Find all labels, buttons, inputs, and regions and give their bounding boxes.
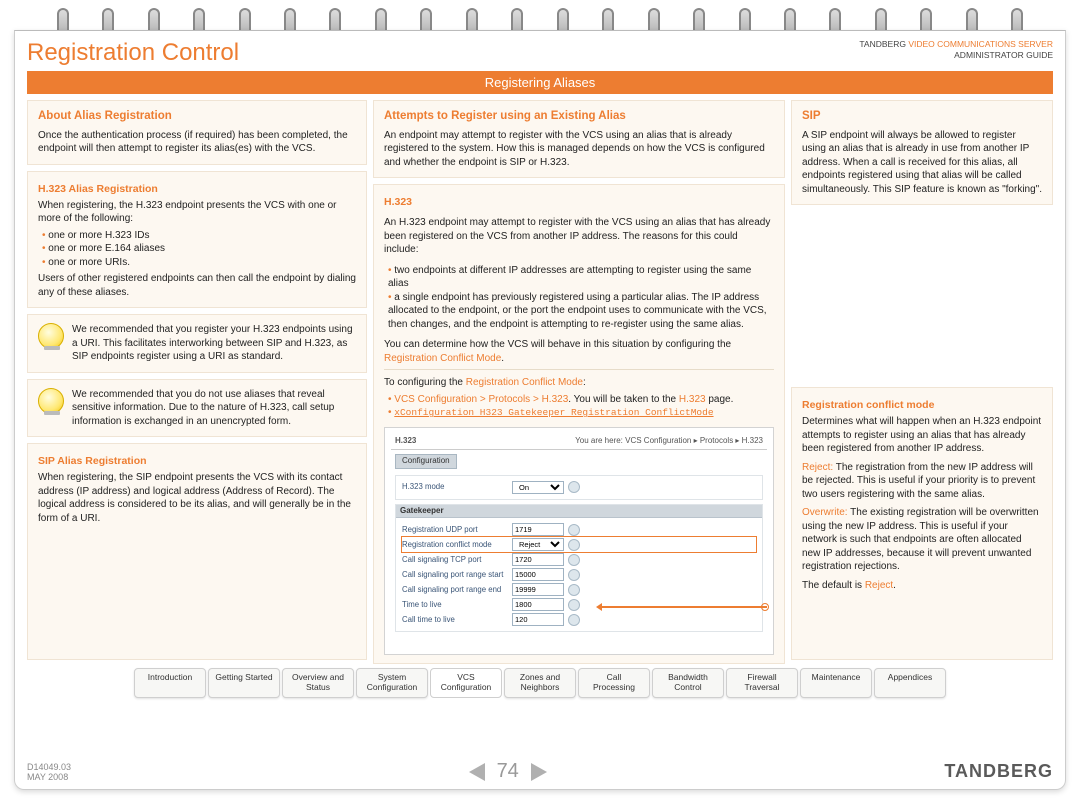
conflict-reject-text: Reject: The registration from the new IP… bbox=[802, 461, 1042, 502]
nav-tab-bandwidth-control[interactable]: BandwidthControl bbox=[652, 668, 724, 698]
nav-tab-call-processing[interactable]: CallProcessing bbox=[578, 668, 650, 698]
list-item: two endpoints at different IP addresses … bbox=[388, 264, 774, 291]
sip-panel: SIP A SIP endpoint will always be allowe… bbox=[791, 100, 1053, 205]
tip-text: We recommended that you register your H.… bbox=[72, 323, 356, 364]
h323-detail-panel: H.323 An H.323 endpoint may attempt to r… bbox=[373, 184, 785, 664]
nav-tab-firewall-traversal[interactable]: FirewallTraversal bbox=[726, 668, 798, 698]
breadcrumb: You are here: VCS Configuration ▸ Protoc… bbox=[575, 436, 763, 447]
conflict-mode-title: Registration conflict mode bbox=[802, 398, 1042, 412]
list-item: one or more E.164 aliases bbox=[42, 242, 356, 256]
conflict-mode-panel: Registration conflict mode Determines wh… bbox=[791, 387, 1053, 660]
sig-tcp-input[interactable] bbox=[512, 553, 564, 566]
gatekeeper-group-title: Gatekeeper bbox=[396, 505, 762, 519]
conflict-mode-select[interactable]: Reject bbox=[512, 538, 564, 551]
attempts-title: Attempts to Register using an Existing A… bbox=[384, 109, 774, 125]
sip-alias-body: When registering, the SIP endpoint prese… bbox=[38, 471, 356, 525]
h323-intro-text: When registering, the H.323 endpoint pre… bbox=[38, 199, 356, 226]
h323-outro-text: Users of other registered endpoints can … bbox=[38, 272, 356, 299]
nav-tabs: IntroductionGetting StartedOverview andS… bbox=[27, 668, 1053, 698]
page-number: 74 bbox=[497, 760, 519, 783]
h323-alias-panel: H.323 Alias Registration When registerin… bbox=[27, 171, 367, 309]
range-start-label: Call signaling port range start bbox=[402, 570, 512, 581]
list-item: one or more URIs. bbox=[42, 256, 356, 270]
conflict-default-text: The default is Reject. bbox=[802, 579, 1042, 593]
nav-tab-getting-started[interactable]: Getting Started bbox=[208, 668, 280, 698]
nav-tab-zones-and-neighbors[interactable]: Zones andNeighbors bbox=[504, 668, 576, 698]
conflict-mode-label: Registration conflict mode bbox=[402, 540, 512, 551]
nav-tab-introduction[interactable]: Introduction bbox=[134, 668, 206, 698]
info-icon[interactable] bbox=[568, 599, 580, 611]
sig-tcp-label: Call signaling TCP port bbox=[402, 555, 512, 566]
nav-tab-maintenance[interactable]: Maintenance bbox=[800, 668, 872, 698]
about-alias-panel: About Alias Registration Once the authen… bbox=[27, 100, 367, 165]
range-end-input[interactable] bbox=[512, 583, 564, 596]
conflict-intro: Determines what will happen when an H.32… bbox=[802, 415, 1042, 456]
info-icon[interactable] bbox=[568, 539, 580, 551]
ttl-label: Time to live bbox=[402, 600, 512, 611]
sip-alias-title: SIP Alias Registration bbox=[38, 454, 356, 468]
h323-detail-title: H.323 bbox=[384, 195, 774, 209]
attempts-panel: Attempts to Register using an Existing A… bbox=[373, 100, 785, 178]
h323-mode-label: H.323 mode bbox=[402, 482, 512, 493]
reg-udp-input[interactable] bbox=[512, 523, 564, 536]
sip-body: A SIP endpoint will always be allowed to… bbox=[802, 129, 1042, 197]
info-icon[interactable] bbox=[568, 569, 580, 581]
tip-alias-security: We recommended that you do not use alias… bbox=[27, 379, 367, 438]
h323-outro-config: You can determine how the VCS will behav… bbox=[384, 338, 774, 365]
section-bar: Registering Aliases bbox=[27, 71, 1053, 94]
tab-configuration[interactable]: Configuration bbox=[395, 454, 457, 469]
page-title: Registration Control bbox=[27, 39, 239, 67]
h323-detail-intro: An H.323 endpoint may attempt to registe… bbox=[384, 216, 774, 257]
sip-alias-panel: SIP Alias Registration When registering,… bbox=[27, 443, 367, 660]
range-end-label: Call signaling port range end bbox=[402, 585, 512, 596]
info-icon[interactable] bbox=[568, 524, 580, 536]
h323-reasons-list: two endpoints at different IP addresses … bbox=[384, 264, 774, 332]
nav-tab-system-configuration[interactable]: SystemConfiguration bbox=[356, 668, 428, 698]
nav-tab-appendices[interactable]: Appendices bbox=[874, 668, 946, 698]
attempts-body: An endpoint may attempt to register with… bbox=[384, 129, 774, 170]
list-item: a single endpoint has previously registe… bbox=[388, 291, 774, 332]
screenshot-title: H.323 bbox=[395, 436, 416, 447]
config-lead-text: To configuring the Registration Conflict… bbox=[384, 376, 774, 390]
sip-title: SIP bbox=[802, 109, 1042, 125]
tip-uri-registration: We recommended that you register your H.… bbox=[27, 314, 367, 373]
nav-tab-vcs-configuration[interactable]: VCSConfiguration bbox=[430, 668, 502, 698]
config-screenshot: H.323 You are here: VCS Configuration ▸ … bbox=[384, 427, 774, 655]
conflict-overwrite-text: Overwrite: The existing registration wil… bbox=[802, 506, 1042, 574]
next-page-button[interactable] bbox=[531, 763, 547, 781]
prev-page-button[interactable] bbox=[469, 763, 485, 781]
h323-mode-select[interactable]: On bbox=[512, 481, 564, 494]
brand-block: TANDBERG VIDEO COMMUNICATIONS SERVER ADM… bbox=[859, 39, 1053, 61]
callout-arrow-icon bbox=[601, 606, 767, 608]
info-icon[interactable] bbox=[568, 481, 580, 493]
tip-text: We recommended that you do not use alias… bbox=[72, 388, 356, 429]
h323-list: one or more H.323 IDs one or more E.164 … bbox=[38, 229, 356, 270]
nav-tab-overview-and-status[interactable]: Overview andStatus bbox=[282, 668, 354, 698]
tandberg-logo: TANDBERG bbox=[944, 761, 1053, 782]
range-start-input[interactable] bbox=[512, 568, 564, 581]
cttl-label: Call time to live bbox=[402, 615, 512, 626]
list-item: one or more H.323 IDs bbox=[42, 229, 356, 243]
lightbulb-icon bbox=[38, 323, 64, 349]
info-icon[interactable] bbox=[568, 554, 580, 566]
ttl-input[interactable] bbox=[512, 598, 564, 611]
info-icon[interactable] bbox=[568, 614, 580, 626]
info-icon[interactable] bbox=[568, 584, 580, 596]
document-page: Registration Control TANDBERG VIDEO COMM… bbox=[14, 30, 1066, 790]
config-steps-list: VCS Configuration > Protocols > H.323. Y… bbox=[384, 393, 774, 420]
about-alias-title: About Alias Registration bbox=[38, 109, 356, 125]
list-item: xConfiguration H323 Gatekeeper Registrat… bbox=[388, 406, 774, 420]
list-item: VCS Configuration > Protocols > H.323. Y… bbox=[388, 393, 774, 407]
cttl-input[interactable] bbox=[512, 613, 564, 626]
h323-alias-title: H.323 Alias Registration bbox=[38, 182, 356, 196]
lightbulb-icon bbox=[38, 388, 64, 414]
about-alias-body: Once the authentication process (if requ… bbox=[38, 129, 356, 156]
reg-udp-label: Registration UDP port bbox=[402, 525, 512, 536]
spiral-binding bbox=[0, 0, 1080, 30]
doc-meta: D14049.03 MAY 2008 bbox=[27, 762, 71, 782]
